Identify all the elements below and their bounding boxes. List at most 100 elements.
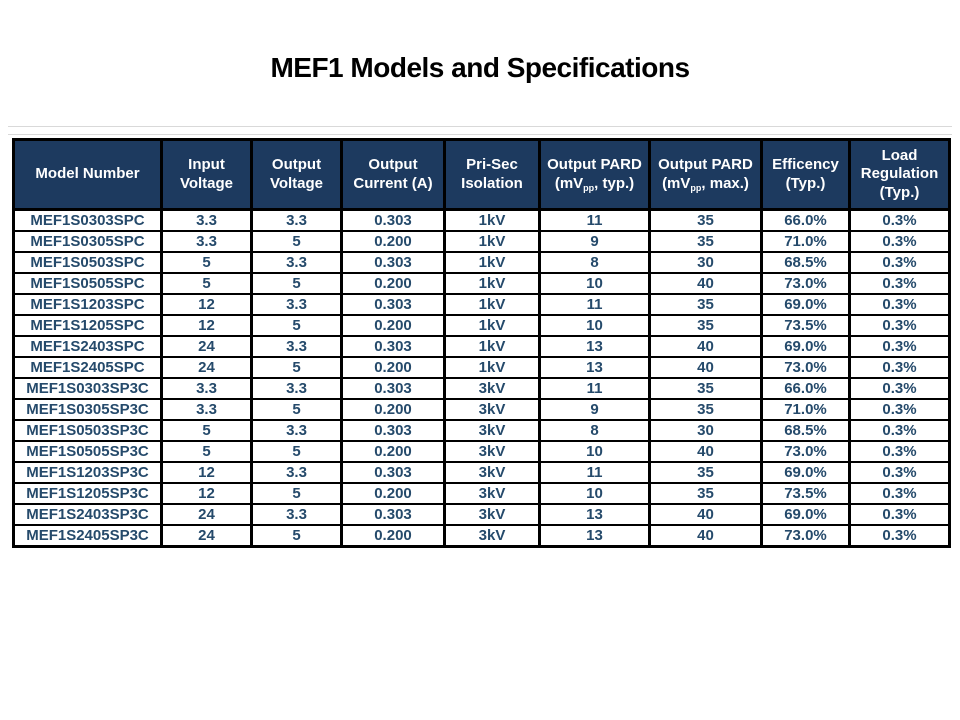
table-cell: MEF1S2405SPC	[12, 356, 163, 379]
table-cell: 5	[250, 440, 343, 463]
table-row: MEF1S2405SPC 24 5 0.200 1kV 13 40 73.0% 0.3%	[12, 356, 951, 379]
table-cell: 40	[648, 524, 763, 548]
column-header-output-pard-typ: Output PARD (mVpp, typ.)	[538, 138, 651, 211]
table-cell: MEF1S1203SP3C	[12, 461, 163, 484]
table-cell: 0.3%	[848, 524, 951, 548]
table-cell: 73.0%	[760, 524, 851, 548]
table-cell: 9	[538, 398, 651, 421]
table-cell: 5	[160, 251, 253, 274]
table-cell: 1kV	[443, 251, 541, 274]
table-cell: 73.5%	[760, 482, 851, 505]
table-row: MEF1S0303SP3C 3.3 3.3 0.303 3kV 11 35 66.0% 0.3%	[12, 377, 951, 400]
table-cell: 8	[538, 251, 651, 274]
table-cell: 0.303	[340, 461, 446, 484]
table-cell: 0.200	[340, 230, 446, 253]
table-row: MEF1S0303SPC 3.3 3.3 0.303 1kV 11 35 66.0% 0.3%	[12, 208, 951, 232]
table-cell: MEF1S0305SPC	[12, 230, 163, 253]
header-subscript: pp	[583, 182, 595, 193]
table-cell: 3.3	[160, 398, 253, 421]
table-cell: 0.3%	[848, 314, 951, 337]
table-row: MEF1S1205SP3C 12 5 0.200 3kV 10 35 73.5% 0.3%	[12, 482, 951, 505]
table-cell: 40	[648, 440, 763, 463]
background-gridline-strip	[8, 126, 952, 135]
table-cell: 13	[538, 356, 651, 379]
table-cell: 3kV	[443, 503, 541, 526]
table-cell: 0.3%	[848, 440, 951, 463]
table-cell: 0.3%	[848, 482, 951, 505]
table-cell: 0.200	[340, 398, 446, 421]
table-header: Model Number Input Voltage Output Voltag…	[12, 138, 951, 211]
header-line: Output PARD	[658, 156, 753, 174]
table-cell: 0.303	[340, 293, 446, 316]
table-cell: 0.3%	[848, 251, 951, 274]
header-line: Model Number	[35, 165, 140, 183]
table-cell: 5	[160, 419, 253, 442]
table-cell: 24	[160, 335, 253, 358]
table-cell: MEF1S2405SP3C	[12, 524, 163, 548]
table-cell: MEF1S1205SPC	[12, 314, 163, 337]
table-row: MEF1S0505SP3C 5 5 0.200 3kV 10 40 73.0% 0.3%	[12, 440, 951, 463]
table-cell: 13	[538, 335, 651, 358]
table-cell: 0.3%	[848, 398, 951, 421]
table-cell: 5	[160, 440, 253, 463]
table-cell: 10	[538, 440, 651, 463]
table-cell: 0.3%	[848, 377, 951, 400]
table-cell: 0.200	[340, 272, 446, 295]
table-cell: 10	[538, 314, 651, 337]
header-line: (mVpp, max.)	[662, 174, 749, 193]
header-line: Efficency	[772, 156, 839, 174]
header-line: Output PARD	[547, 156, 642, 174]
table-cell: 0.3%	[848, 419, 951, 442]
table-cell: 40	[648, 335, 763, 358]
table-row: MEF1S1205SPC 12 5 0.200 1kV 10 35 73.5% 0.3%	[12, 314, 951, 337]
table-cell: 5	[250, 314, 343, 337]
table-cell: 24	[160, 503, 253, 526]
table-cell: MEF1S2403SPC	[12, 335, 163, 358]
header-line: Voltage	[269, 174, 324, 192]
table-cell: 24	[160, 356, 253, 379]
table-cell: 3.3	[250, 419, 343, 442]
table-cell: 1kV	[443, 293, 541, 316]
header-line: Isolation	[461, 174, 523, 192]
table-cell: MEF1S2403SP3C	[12, 503, 163, 526]
table-cell: MEF1S0503SP3C	[12, 419, 163, 442]
table-cell: 68.5%	[760, 251, 851, 274]
table-row: MEF1S0305SP3C 3.3 5 0.200 3kV 9 35 71.0% 0.3%	[12, 398, 951, 421]
table-cell: 3kV	[443, 398, 541, 421]
table-cell: MEF1S0303SP3C	[12, 377, 163, 400]
table-cell: 1kV	[443, 356, 541, 379]
table-cell: 69.0%	[760, 503, 851, 526]
table-cell: 11	[538, 461, 651, 484]
table-cell: 12	[160, 461, 253, 484]
header-line: Output	[368, 156, 418, 174]
table-cell: 66.0%	[760, 208, 851, 232]
table-cell: 0.200	[340, 356, 446, 379]
page-title: MEF1 Models and Specifications	[270, 52, 690, 83]
table-cell: 3.3	[160, 377, 253, 400]
header-text-part: (mV	[662, 174, 691, 192]
table-cell: 73.0%	[760, 356, 851, 379]
column-header-output-voltage: Output Voltage	[250, 138, 343, 211]
table-cell: 5	[250, 482, 343, 505]
table-row: MEF1S2403SP3C 24 3.3 0.303 3kV 13 40 69.0% 0.3%	[12, 503, 951, 526]
column-header-model-number: Model Number	[12, 138, 163, 211]
table-cell: 30	[648, 251, 763, 274]
table-cell: MEF1S1205SP3C	[12, 482, 163, 505]
header-line: (Typ.)	[879, 183, 920, 201]
table-row: MEF1S0503SPC 5 3.3 0.303 1kV 8 30 68.5% 0.3%	[12, 251, 951, 274]
table-cell: 3kV	[443, 482, 541, 505]
table-cell: 8	[538, 419, 651, 442]
table-cell: 3.3	[160, 208, 253, 232]
table-cell: MEF1S0305SP3C	[12, 398, 163, 421]
table-cell: 35	[648, 293, 763, 316]
table-row: MEF1S0503SP3C 5 3.3 0.303 3kV 8 30 68.5% 0.3%	[12, 419, 951, 442]
table-cell: MEF1S1203SPC	[12, 293, 163, 316]
table-cell: 3.3	[160, 230, 253, 253]
table-cell: 1kV	[443, 272, 541, 295]
header-line: (mVpp, typ.)	[555, 175, 634, 193]
table-cell: 0.3%	[848, 461, 951, 484]
table-cell: 0.3%	[848, 293, 951, 316]
table-cell: 0.3%	[848, 208, 951, 232]
table-cell: 66.0%	[760, 377, 851, 400]
